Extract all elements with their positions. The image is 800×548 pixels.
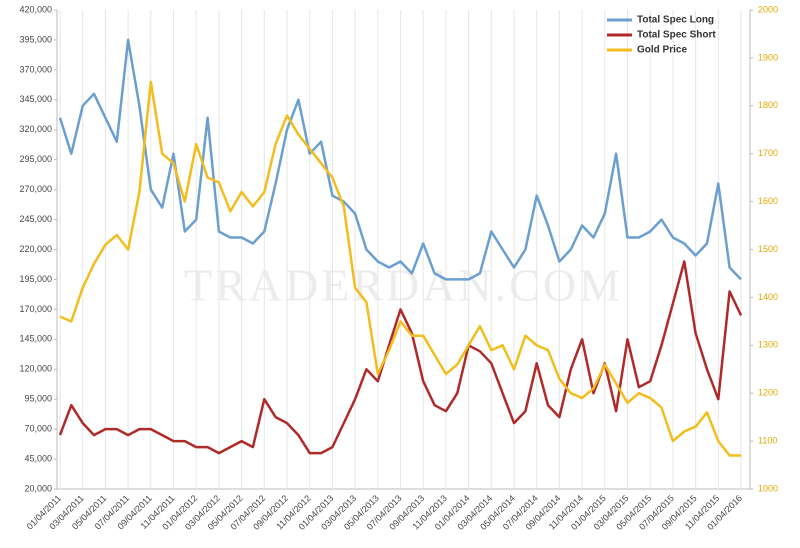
y-tick-label: 420,000 xyxy=(19,4,52,14)
legend-label: Total Spec Long xyxy=(637,15,714,26)
y-tick-label: 145,000 xyxy=(19,334,52,344)
y-tick-label: 370,000 xyxy=(19,64,52,74)
y-tick-label: 170,000 xyxy=(19,304,52,314)
legend-label: Total Spec Short xyxy=(637,30,716,41)
y2-tick-label: 2000 xyxy=(758,4,778,14)
y-tick-label: 20,000 xyxy=(24,483,52,493)
y-tick-label: 320,000 xyxy=(19,124,52,134)
y2-tick-label: 1700 xyxy=(758,148,778,158)
y2-tick-label: 1000 xyxy=(758,483,778,493)
series-line xyxy=(58,38,742,281)
y2-tick-label: 1400 xyxy=(758,292,778,302)
y2-tick-label: 1300 xyxy=(758,340,778,350)
legend-label: Gold Price xyxy=(637,45,687,56)
y2-tick-label: 1600 xyxy=(758,196,778,206)
y-tick-label: 270,000 xyxy=(19,184,52,194)
y2-tick-label: 1500 xyxy=(758,244,778,254)
y-tick-label: 70,000 xyxy=(24,424,52,434)
y-tick-label: 95,000 xyxy=(24,394,52,404)
series-line xyxy=(59,80,741,457)
series-line xyxy=(58,260,743,455)
y-tick-label: 220,000 xyxy=(19,244,52,254)
y2-tick-label: 1200 xyxy=(758,388,778,398)
y-tick-label: 295,000 xyxy=(19,154,52,164)
y-tick-label: 245,000 xyxy=(19,214,52,224)
y2-tick-label: 1800 xyxy=(758,100,778,110)
watermark: TRADERDAN.COM xyxy=(184,260,623,311)
y-tick-label: 345,000 xyxy=(19,94,52,104)
y-tick-label: 195,000 xyxy=(19,274,52,284)
y-tick-label: 395,000 xyxy=(19,34,52,44)
y-tick-label: 45,000 xyxy=(24,453,52,463)
y2-tick-label: 1100 xyxy=(758,435,777,445)
y2-tick-label: 1900 xyxy=(758,52,778,62)
y-tick-label: 120,000 xyxy=(19,364,52,374)
